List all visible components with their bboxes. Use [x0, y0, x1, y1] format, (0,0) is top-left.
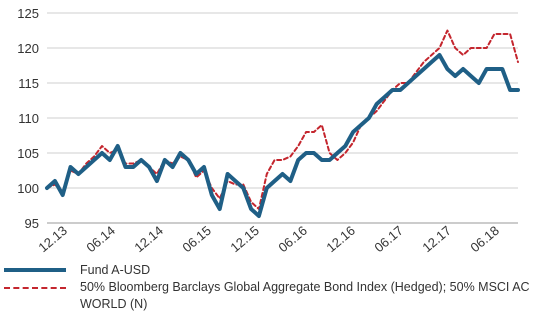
- y-axis-tick-labels: 95 100 105 110 115 120 125: [17, 6, 39, 231]
- x-tick-label: 12.14: [131, 223, 166, 255]
- x-tick-label: 06.15: [179, 223, 214, 255]
- y-tick-label: 115: [18, 76, 39, 91]
- x-tick-label: 12.17: [419, 223, 454, 255]
- legend-swatch-benchmark: [4, 287, 66, 289]
- y-tick-label: 110: [18, 111, 39, 126]
- x-axis-tick-labels: 12.13 06.14 12.14 06.15 12.15 06.16 12.16 06.17…: [35, 223, 502, 255]
- series-line-benchmark: [46, 29, 519, 210]
- y-tick-label: 100: [17, 181, 39, 196]
- y-tick-label: 105: [17, 146, 39, 161]
- legend-item-fund: Fund A-USD: [0, 262, 548, 279]
- x-tick-label: 12.15: [227, 223, 262, 255]
- series-line-fund: [45, 53, 520, 218]
- x-tick-label: 12.13: [35, 223, 70, 255]
- y-tick-label: 120: [17, 41, 39, 56]
- legend-swatch-fund: [4, 268, 66, 272]
- line-chart: 95 100 105 110 115 120 125 12.13 06.14 12.14 06.1…: [17, 6, 520, 255]
- x-tick-label: 06.17: [371, 223, 406, 255]
- legend: Fund A-USD 50% Bloomberg Barclays Global…: [0, 262, 548, 313]
- series-lines: [45, 29, 520, 218]
- legend-item-benchmark: 50% Bloomberg Barclays Global Aggregate …: [0, 279, 548, 313]
- legend-label-fund: Fund A-USD: [80, 263, 151, 277]
- legend-label-benchmark: 50% Bloomberg Barclays Global Aggregate …: [80, 280, 530, 311]
- y-tick-label: 95: [25, 216, 39, 231]
- x-tick-label: 06.16: [275, 223, 310, 255]
- x-tick-label: 06.18: [467, 223, 502, 255]
- x-tick-label: 06.14: [83, 223, 118, 255]
- gridlines: [47, 12, 518, 224]
- y-tick-label: 125: [17, 6, 39, 21]
- x-tick-label: 12.16: [323, 223, 358, 255]
